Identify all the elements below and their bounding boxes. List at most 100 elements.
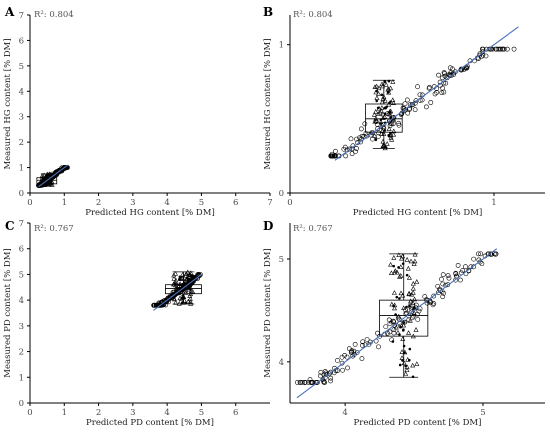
panel-b-point	[331, 153, 337, 159]
panel-b-point	[479, 54, 484, 60]
panel-b-point	[434, 90, 440, 95]
panel-d-point	[335, 368, 340, 373]
panel-d-point	[391, 319, 397, 325]
panel-d-point-dot	[405, 305, 408, 309]
panel-d-point	[377, 333, 383, 339]
panel-b-point	[501, 46, 507, 52]
panel-d-point	[375, 330, 380, 336]
panel-d-point-dot	[398, 297, 401, 300]
panel-d-point-triangle	[388, 270, 394, 276]
panel-c-point-dot	[180, 301, 184, 304]
panel-b-point	[412, 107, 418, 113]
panel-d-point-triangle	[399, 349, 405, 354]
panel-a-point-dot	[46, 181, 49, 185]
panel-d-point	[453, 277, 458, 283]
panel-b-point-triangle	[389, 136, 395, 142]
panel-b-regression-line	[334, 26, 519, 161]
panel-d-point-triangle	[401, 322, 407, 328]
panel-d-box	[379, 299, 429, 337]
panel-b-x-tick-label: 1	[491, 198, 496, 208]
panel-b-point-triangle	[390, 100, 396, 105]
panel-b-point	[348, 136, 354, 142]
panel-c-point-triangle	[171, 295, 177, 301]
panel-d-point-dot	[402, 344, 406, 348]
panel-a-point	[57, 169, 62, 175]
panel-c-x-tick-label: 5	[199, 408, 204, 418]
panel-b-point-triangle	[378, 108, 384, 113]
panel-d-point-triangle	[414, 361, 420, 366]
panel-d-point-triangle	[412, 251, 418, 257]
panel-d-point	[455, 263, 461, 268]
panel-d-point-dot	[403, 351, 406, 355]
panel-c-x-tick-label: 6	[233, 408, 238, 418]
panel-a-y-tick-label: 2	[19, 138, 24, 148]
panel-d-point	[328, 369, 334, 375]
panel-b-point-triangle	[382, 97, 388, 103]
panel-d-y-title: Measured PD content [% DM]	[263, 248, 273, 377]
panel-b-point-dot	[376, 106, 380, 110]
panel-c-x-tick-label: 2	[96, 408, 101, 418]
panel-d-point	[321, 379, 327, 384]
panel-c-point-triangle	[189, 274, 195, 280]
panel-b-point	[396, 120, 401, 126]
panel-c-point-dot	[181, 294, 185, 297]
panel-d-point-dot	[397, 266, 400, 269]
panel-b-point	[495, 46, 501, 52]
panel-d-point-dot	[395, 295, 399, 299]
panel-b-point-triangle	[380, 138, 386, 144]
panel-d-point-dot	[402, 321, 406, 324]
panel-c-point-dot	[181, 285, 185, 288]
panel-c-point-triangle	[185, 298, 191, 304]
panel-d-point-dot	[392, 304, 395, 307]
panel-b-point-triangle	[374, 95, 380, 100]
panel-d-point-triangle	[408, 298, 414, 304]
panel-d-letter: D	[263, 219, 273, 233]
panel-b-point-triangle	[390, 79, 396, 84]
panel-b-point-dot	[388, 110, 392, 114]
panel-c-regression-line	[153, 273, 202, 311]
panel-a-point-triangle	[39, 172, 45, 178]
panel-d-point	[391, 330, 397, 336]
panel-a-point-dot	[49, 173, 52, 176]
panel-d-point-triangle	[393, 324, 399, 330]
panel-d-r2: R²: 0.767	[293, 224, 333, 234]
panel-a-x-tick-label: 2	[96, 198, 101, 208]
panel-b-point	[381, 122, 387, 127]
panel-b-point	[428, 100, 434, 105]
panel-d-point	[384, 330, 390, 336]
panel-b-point	[443, 80, 449, 86]
panel-c-y-tick-label: 7	[19, 219, 24, 229]
panel-c-point-dot	[178, 283, 182, 287]
panel-b-point	[464, 65, 470, 71]
panel-b-point	[341, 146, 347, 152]
panel-c-point-triangle	[190, 275, 196, 280]
panel-d-point	[416, 308, 422, 314]
panel-b-point-triangle	[379, 99, 385, 105]
panel-d-point	[391, 327, 397, 333]
panel-d-point	[294, 380, 300, 385]
panel-d-point-triangle	[391, 290, 397, 295]
panel-b-point-triangle	[377, 109, 383, 115]
panel-d-point	[471, 256, 477, 262]
panel-c-point-triangle	[173, 277, 179, 283]
panel-d-point-triangle	[406, 330, 412, 335]
panel-c-x-tick-label: 4	[164, 408, 169, 418]
panel-c-point	[165, 297, 171, 303]
panel-b-point-triangle	[380, 96, 386, 102]
panel-d-point	[440, 294, 446, 300]
panel-c-y-tick-label: 2	[19, 348, 24, 358]
panel-b-point-dot	[375, 99, 379, 103]
panel-b-point	[439, 90, 445, 96]
panel-d-point	[328, 375, 334, 381]
panel-d-point-dot	[408, 347, 412, 351]
panel-c-point-dot	[178, 275, 182, 279]
panel-b-x-title: Predicted HG content [% DM]	[353, 208, 483, 218]
panel-d-point	[404, 310, 410, 316]
panel-b-point	[386, 118, 392, 124]
panel-b-point	[419, 97, 425, 103]
panel-c-point-triangle	[187, 293, 193, 298]
panel-a-x-tick-label: 6	[233, 198, 238, 208]
panel-d-point	[346, 346, 352, 352]
panel-d-point-triangle	[404, 367, 410, 373]
